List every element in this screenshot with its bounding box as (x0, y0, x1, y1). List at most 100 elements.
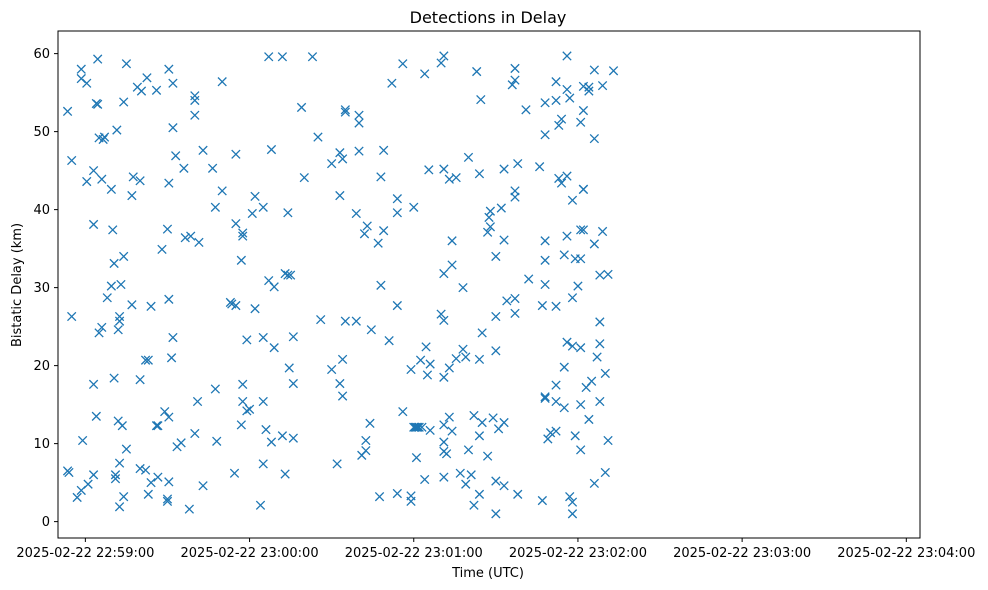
data-point (439, 268, 449, 279)
data-point (567, 293, 578, 303)
data-point (365, 418, 375, 428)
data-point (421, 342, 431, 352)
data-point (567, 195, 578, 205)
data-point (113, 325, 123, 335)
data-point (340, 105, 350, 115)
data-point (524, 274, 534, 284)
data-point (335, 190, 345, 201)
data-point (88, 470, 99, 480)
data-point (354, 118, 364, 128)
data-point (451, 172, 461, 183)
data-point (565, 93, 575, 103)
data-point (540, 279, 550, 290)
data-point (540, 98, 550, 108)
data-point (415, 355, 426, 365)
data-point (67, 311, 77, 322)
data-point (280, 268, 290, 279)
data-point (190, 428, 200, 439)
data-point (164, 178, 174, 188)
x-tick-label: 2025-02-22 23:00:00 (181, 546, 319, 561)
data-point (236, 420, 247, 430)
data-point (451, 353, 461, 364)
data-point (376, 280, 386, 290)
data-point (458, 282, 468, 293)
data-point (474, 489, 485, 499)
data-point (554, 173, 564, 184)
y-tick-label: 40 (33, 203, 50, 218)
data-point (110, 470, 121, 480)
data-point (128, 172, 138, 182)
data-point (499, 417, 509, 428)
data-point (258, 459, 268, 469)
data-point (576, 343, 586, 353)
data-point (589, 478, 600, 489)
data-point (589, 65, 600, 75)
data-point (76, 64, 86, 74)
data-point (461, 352, 471, 362)
data-point (592, 352, 602, 362)
data-point (198, 481, 208, 491)
data-point (589, 133, 600, 144)
data-point (482, 451, 493, 461)
data-point (184, 504, 195, 514)
data-point (392, 208, 402, 218)
data-point (313, 132, 323, 142)
data-point (589, 239, 600, 249)
data-point (608, 66, 619, 76)
data-point (424, 165, 434, 175)
data-point (474, 169, 485, 179)
data-point (269, 282, 279, 292)
data-point (361, 435, 371, 446)
data-point (217, 77, 227, 87)
data-point (162, 496, 173, 506)
y-tick-label: 30 (33, 281, 50, 296)
data-point (146, 301, 156, 311)
chart-title: Detections in Delay (410, 8, 567, 27)
data-point (361, 445, 371, 456)
data-point (121, 444, 132, 454)
data-point (559, 403, 569, 413)
data-point (537, 495, 548, 506)
data-point (72, 492, 82, 503)
data-point (166, 353, 177, 363)
data-point (217, 186, 227, 196)
data-point (472, 66, 482, 77)
data-point (510, 63, 520, 74)
data-point (576, 399, 586, 410)
data-point (447, 260, 457, 270)
data-point (146, 477, 156, 488)
data-point (406, 496, 416, 506)
data-point (510, 293, 520, 304)
data-point (411, 453, 422, 463)
data-point (362, 221, 372, 231)
data-point (366, 325, 376, 335)
data-point (559, 250, 569, 260)
data-point (513, 158, 523, 169)
data-point (176, 438, 186, 448)
data-point (164, 412, 174, 422)
data-point (119, 251, 129, 262)
data-point (551, 380, 561, 390)
data-point (398, 406, 408, 417)
data-point (447, 236, 457, 246)
data-point (351, 316, 361, 326)
plot-markers (62, 51, 619, 519)
data-point (595, 396, 605, 407)
data-point (93, 54, 103, 64)
data-point (247, 208, 257, 219)
data-point (420, 474, 430, 485)
data-point (578, 105, 589, 116)
data-point (491, 251, 501, 262)
data-point (140, 355, 151, 365)
data-point (316, 314, 326, 325)
data-point (534, 162, 545, 172)
data-point (392, 300, 402, 311)
data-point (296, 102, 307, 113)
plot-frame (57, 30, 921, 539)
data-point (444, 412, 454, 422)
data-point (77, 435, 88, 446)
data-point (280, 469, 290, 479)
data-point (99, 132, 110, 142)
data-point (264, 52, 274, 62)
